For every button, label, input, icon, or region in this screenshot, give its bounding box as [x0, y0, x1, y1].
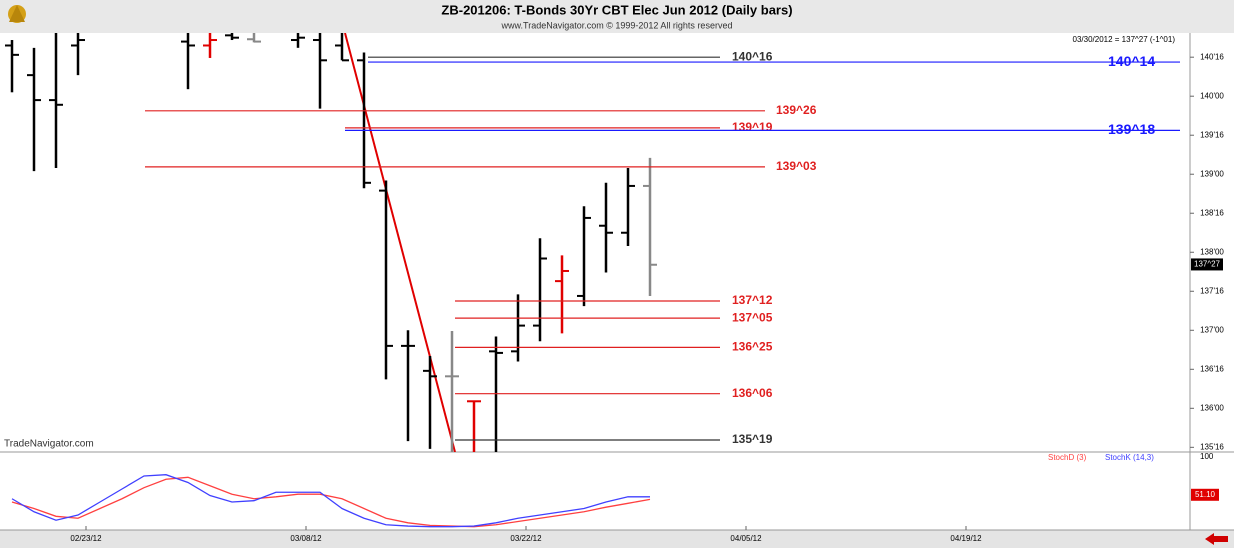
- logo: [8, 5, 26, 23]
- last-price-label: 137^27: [1194, 260, 1221, 269]
- chart-subtitle: www.TradeNavigator.com © 1999-2012 All r…: [501, 20, 733, 30]
- x-tick-label: 03/22/12: [510, 534, 542, 543]
- level-label: 140^16: [732, 49, 773, 63]
- last-value-label: 51.10: [1195, 490, 1216, 499]
- level-label: 139^18: [1108, 121, 1155, 137]
- y-tick-label: 135'16: [1200, 442, 1224, 451]
- header-info: 03/30/2012 = 137^27 (-1^01): [1073, 35, 1176, 44]
- legend-entry: StochK (14,3): [1105, 453, 1154, 462]
- level-label: 137^05: [732, 310, 773, 324]
- level-label: 137^12: [732, 293, 773, 307]
- plot-area: [5, 33, 657, 452]
- watermark: TradeNavigator.com: [4, 439, 94, 450]
- y-tick-label: 138'00: [1200, 247, 1224, 256]
- y-tick-label: 140'16: [1200, 52, 1224, 61]
- legend-entry: StochD (3): [1048, 453, 1087, 462]
- last-value-box: [1191, 488, 1219, 501]
- level-label: 140^14: [1108, 53, 1155, 69]
- y-tick-label: 136'16: [1200, 364, 1224, 373]
- y-tick-label: 140'00: [1200, 91, 1224, 100]
- y-tick-label: 139'16: [1200, 130, 1224, 139]
- level-label: 136^25: [732, 340, 773, 354]
- stoch-line: [11, 476, 651, 528]
- chart-title: ZB-201206: T-Bonds 30Yr CBT Elec Jun 201…: [441, 2, 792, 17]
- level-label: 139^26: [776, 103, 817, 117]
- y-tick-label: 136'00: [1200, 403, 1224, 412]
- y-tick-label: 137'16: [1200, 286, 1224, 295]
- date-strip: [0, 530, 1234, 548]
- y-tick-label: 139'00: [1200, 169, 1224, 178]
- level-label: 139^19: [732, 120, 773, 134]
- x-tick-label: 03/08/12: [290, 534, 322, 543]
- level-label: 135^19: [732, 432, 773, 446]
- x-tick-label: 04/05/12: [730, 534, 762, 543]
- stoch-line: [11, 474, 650, 528]
- x-tick-label: 02/23/12: [70, 534, 102, 543]
- x-tick-label: 04/19/12: [950, 534, 982, 543]
- level-label: 139^03: [776, 159, 817, 173]
- y-tick-label: 138'16: [1200, 208, 1224, 217]
- y-tick-label: 137'00: [1200, 325, 1224, 334]
- last-price-box: [1191, 258, 1223, 271]
- scroll-arrow[interactable]: [1205, 533, 1228, 545]
- title-band: [0, 0, 1234, 33]
- level-label: 136^06: [732, 386, 773, 400]
- y2-tick-label: 100: [1200, 452, 1214, 461]
- trend-line: [344, 33, 456, 452]
